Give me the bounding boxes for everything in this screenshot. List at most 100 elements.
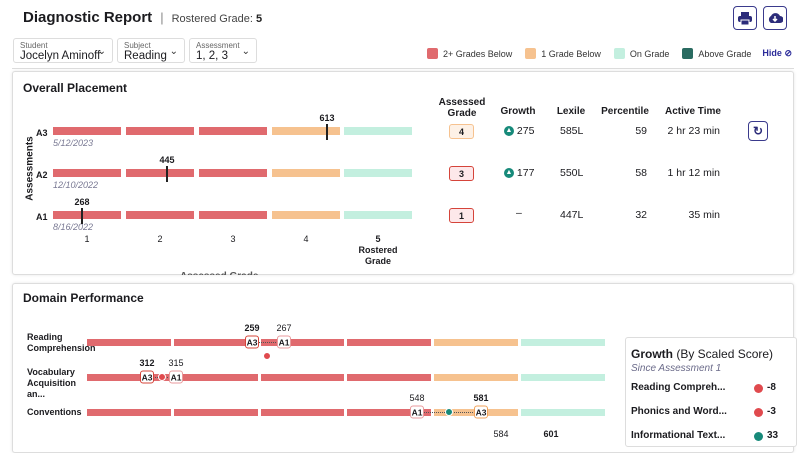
a1-marker[interactable]: A1 (169, 370, 183, 384)
student-dropdown[interactable]: Student Jocelyn Aminoff ⌄ (13, 38, 113, 63)
assessment-dropdown[interactable]: Assessment 1, 2, 3 ⌄ (189, 38, 257, 63)
a3-marker[interactable]: A3 (140, 370, 154, 384)
a3-marker[interactable]: A3 (245, 335, 259, 349)
rostered-grade: Rostered Grade: 5 (172, 13, 263, 25)
score-label: 445 (159, 155, 175, 165)
score-marker (166, 166, 168, 182)
y-axis-label: Assessments (24, 136, 36, 201)
assessment-label: A3 (36, 128, 48, 138)
arrow-up-icon: ▲ (504, 168, 514, 179)
subject-label: Subject (124, 41, 151, 50)
col-percentile: Percentile (601, 106, 649, 117)
grade-band-segment (199, 127, 267, 135)
growth-item-label: Reading Compreh... (631, 382, 726, 393)
grade-band-segment (87, 339, 171, 346)
score-marker (81, 208, 83, 224)
growth-subtitle: Since Assessment 1 (631, 363, 722, 374)
student-label: Student (20, 41, 48, 50)
print-icon (738, 11, 752, 25)
x-tick-label: 5 (375, 234, 381, 244)
grade-band-segment (173, 374, 258, 381)
grade-band-segment (87, 374, 171, 381)
grade-band-segment (53, 169, 121, 177)
growth-number: 275 (516, 125, 535, 137)
arrow-down-icon (754, 408, 763, 417)
grade-band-segment (126, 211, 194, 219)
lexile-value: 550L (560, 167, 584, 179)
grade-band-segment (260, 339, 345, 346)
assessment-date: 5/12/2023 (53, 138, 94, 148)
score-marker (326, 124, 328, 140)
growth-value: ▲ 275 (504, 125, 534, 137)
percentile-value: 58 (635, 167, 647, 179)
assessed-grade-badge: 3 (449, 166, 474, 181)
grade-band-segment (521, 409, 605, 416)
active-time-value: 35 min (688, 209, 720, 221)
grade-band-segment (126, 127, 194, 135)
legend-swatch (525, 48, 537, 59)
download-button[interactable] (763, 6, 787, 30)
x-tick-label: 2 (157, 234, 163, 244)
a1-score: 267 (276, 323, 292, 333)
domain-label: Conventions (27, 407, 82, 417)
grade-band-segment (434, 374, 518, 381)
arrow-up-icon: ▲ (504, 126, 514, 137)
arrow-left-icon (263, 352, 271, 360)
refresh-button[interactable]: ↻ (748, 121, 768, 141)
legend-swatch (427, 48, 438, 59)
growth-item-label: Phonics and Word... (631, 406, 727, 417)
arrow-right-icon (445, 408, 453, 416)
percentile-value: 32 (635, 209, 647, 221)
a3-score: 581 (473, 393, 489, 403)
assessment-label: A2 (36, 170, 48, 180)
assessment-label: Assessment (196, 41, 240, 50)
growth-item-value: -8 (767, 382, 776, 393)
grade-band-segment (53, 127, 121, 135)
growth-item-value: -3 (767, 406, 776, 417)
a1-marker[interactable]: A1 (410, 405, 424, 419)
grade-band-segment (347, 409, 432, 416)
growth-item-value: 33 (767, 430, 779, 441)
domain-performance-title: Domain Performance (23, 291, 144, 305)
print-button[interactable] (733, 6, 757, 30)
a3-marker[interactable]: A3 (474, 405, 488, 419)
score-label: 584 (493, 429, 509, 439)
rostered-grade-label: Rostered Grade: (171, 13, 253, 25)
col-assessed-grade: Assessed Grade (438, 97, 486, 119)
overall-placement-title: Overall Placement (23, 81, 128, 95)
score-label: 601 (543, 429, 559, 439)
grade-band-segment (272, 127, 340, 135)
assessment-date: 8/16/2022 (53, 222, 94, 232)
eye-slash-icon: ⊘ (784, 48, 792, 58)
legend-swatch (613, 48, 625, 59)
page-title: Diagnostic Report (23, 9, 153, 26)
active-time-value: 2 hr 23 min (667, 125, 720, 137)
grade-band-segment (53, 211, 121, 219)
growth-value: ▲ 177 (504, 167, 534, 179)
assessment-date: 12/10/2022 (53, 180, 99, 190)
subject-dropdown[interactable]: Subject Reading ⌄ (117, 38, 185, 63)
grade-band-segment (199, 211, 267, 219)
growth-box (625, 337, 797, 447)
arrow-up-icon (754, 432, 763, 441)
a1-marker[interactable]: A1 (277, 335, 291, 349)
growth-number: 177 (516, 167, 535, 179)
x-tick-label: 3 (230, 234, 236, 244)
col-active-time: Active Time (665, 106, 721, 117)
grade-band-segment (173, 339, 258, 346)
grade-band-segment (434, 339, 518, 346)
a1-score: 548 (409, 393, 425, 403)
score-label: 268 (74, 197, 90, 207)
domain-label: Reading Comprehension (27, 332, 96, 353)
hide-legend-button[interactable]: Hide ⊘ (762, 48, 792, 59)
col-growth: Growth (500, 106, 536, 117)
x-tick-label: 4 (303, 234, 309, 244)
student-value: Jocelyn Aminoff (20, 50, 101, 62)
subject-value: Reading (124, 50, 167, 62)
growth-connector (252, 342, 284, 343)
rostered-grade-tick: Rostered Grade (358, 245, 398, 266)
chevron-down-icon: ⌄ (169, 46, 178, 57)
grade-band-segment (272, 169, 340, 177)
domain-label: Vocabulary Acquisition an... (27, 367, 76, 399)
arrow-down-icon (754, 384, 763, 393)
